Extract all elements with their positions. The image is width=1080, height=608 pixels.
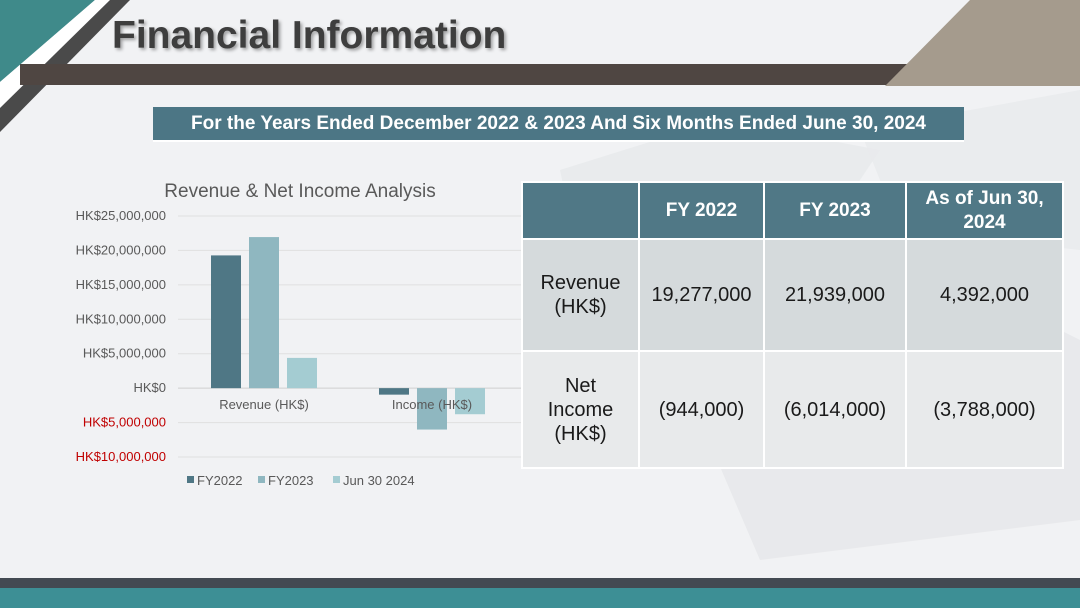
chart-bars bbox=[211, 237, 485, 430]
y-tick-label: HK$15,000,000 bbox=[76, 277, 166, 292]
y-tick-label: HK$5,000,000 bbox=[83, 346, 166, 361]
table-header-fy2023: FY 2023 bbox=[763, 181, 907, 240]
footer-bar-teal bbox=[0, 588, 1080, 608]
legend-swatch bbox=[187, 476, 194, 483]
table-cell: 21,939,000 bbox=[763, 238, 907, 352]
table-header-jun2024: As of Jun 30, 2024 bbox=[905, 181, 1064, 240]
page-title: Financial Information bbox=[112, 14, 507, 57]
table-header-fy2022: FY 2022 bbox=[638, 181, 765, 240]
y-tick-label: HK$25,000,000 bbox=[76, 208, 166, 223]
footer-bar-dark bbox=[0, 578, 1080, 588]
y-axis-ticks: HK$25,000,000 HK$20,000,000 HK$15,000,000 H… bbox=[76, 208, 166, 464]
financial-table: FY 2022 FY 2023 As of Jun 30, 2024 Reven… bbox=[521, 181, 1064, 469]
table-cell: (3,788,000) bbox=[905, 350, 1064, 469]
subtitle-banner: For the Years Ended December 2022 & 2023… bbox=[153, 107, 964, 142]
legend-label: Jun 30 2024 bbox=[343, 473, 415, 488]
legend-swatch bbox=[258, 476, 265, 483]
y-tick-label: HK$10,000,000 bbox=[76, 449, 166, 464]
chart-gridlines bbox=[178, 215, 560, 458]
table-row: Net Income (HK$) (944,000) (6,014,000) (… bbox=[521, 350, 1064, 469]
bar-jun-30-2024-0 bbox=[287, 357, 317, 389]
x-category-label: Revenue (HK$) bbox=[219, 397, 309, 412]
bar-fy2023-0 bbox=[249, 237, 279, 389]
x-axis-categories: Revenue (HK$) Income (HK$) bbox=[219, 397, 472, 412]
legend-label: FY2023 bbox=[268, 473, 314, 488]
x-category-label: Income (HK$) bbox=[392, 397, 472, 412]
header-bar bbox=[20, 64, 1080, 85]
legend-label: FY2022 bbox=[197, 473, 243, 488]
corner-accent-taupe bbox=[885, 0, 1080, 86]
y-tick-label: HK$5,000,000 bbox=[83, 415, 166, 430]
table-cell: (6,014,000) bbox=[763, 350, 907, 469]
y-tick-label: HK$0 bbox=[133, 380, 166, 395]
table-row: Revenue (HK$) 19,277,000 21,939,000 4,39… bbox=[521, 238, 1064, 352]
y-tick-label: HK$10,000,000 bbox=[76, 311, 166, 326]
bar-jun-30-2024-1 bbox=[455, 388, 485, 415]
table-header-row: FY 2022 FY 2023 As of Jun 30, 2024 bbox=[521, 181, 1064, 240]
legend-swatch bbox=[333, 476, 340, 483]
chart-title: Revenue & Net Income Analysis bbox=[164, 181, 435, 202]
table-cell: (944,000) bbox=[638, 350, 765, 469]
bar-fy2022-0 bbox=[211, 255, 241, 389]
row-label-net-income: Net Income (HK$) bbox=[521, 350, 640, 469]
chart-legend: FY2022 FY2023 Jun 30 2024 bbox=[187, 473, 415, 488]
table-cell: 19,277,000 bbox=[638, 238, 765, 352]
table-header-corner bbox=[521, 181, 640, 240]
bar-fy2023-1 bbox=[417, 388, 447, 430]
revenue-income-chart: Revenue & Net Income Analysis HK$25,000,… bbox=[76, 181, 560, 488]
y-tick-label: HK$20,000,000 bbox=[76, 242, 166, 257]
bar-fy2022-1 bbox=[379, 388, 409, 395]
table-cell: 4,392,000 bbox=[905, 238, 1064, 352]
row-label-revenue: Revenue (HK$) bbox=[521, 238, 640, 352]
